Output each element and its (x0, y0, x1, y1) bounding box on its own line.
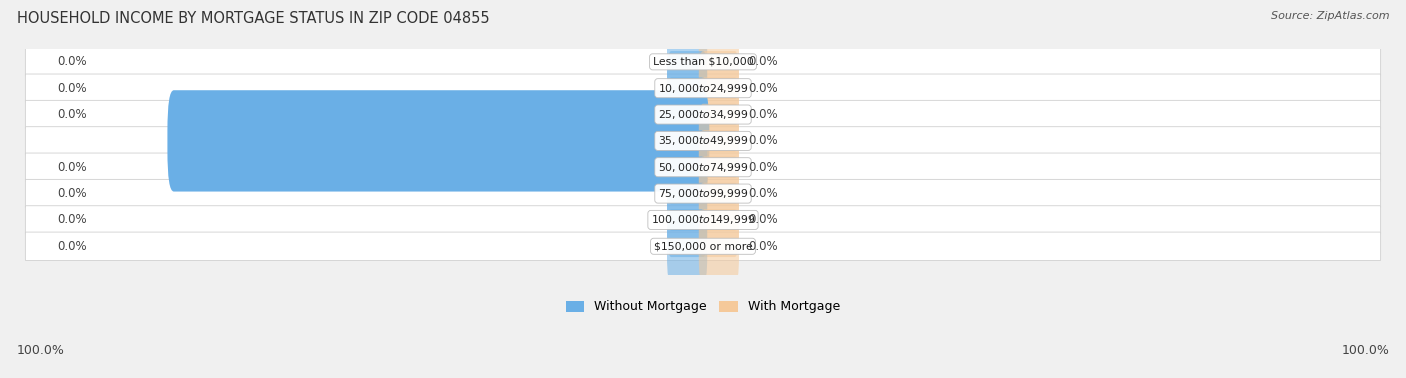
Text: $10,000 to $24,999: $10,000 to $24,999 (658, 82, 748, 95)
FancyBboxPatch shape (699, 104, 740, 178)
FancyBboxPatch shape (666, 51, 707, 125)
Text: 0.0%: 0.0% (58, 214, 87, 226)
FancyBboxPatch shape (699, 209, 740, 284)
Text: 100.0%: 100.0% (1341, 344, 1389, 357)
Text: Less than $10,000: Less than $10,000 (652, 57, 754, 67)
FancyBboxPatch shape (699, 25, 740, 99)
FancyBboxPatch shape (167, 90, 710, 192)
Text: $35,000 to $49,999: $35,000 to $49,999 (658, 135, 748, 147)
FancyBboxPatch shape (666, 25, 707, 99)
Text: 0.0%: 0.0% (748, 240, 778, 253)
FancyBboxPatch shape (666, 130, 707, 204)
FancyBboxPatch shape (25, 153, 1381, 181)
FancyBboxPatch shape (25, 180, 1381, 208)
FancyBboxPatch shape (666, 156, 707, 231)
Text: 0.0%: 0.0% (748, 214, 778, 226)
FancyBboxPatch shape (699, 51, 740, 125)
FancyBboxPatch shape (25, 206, 1381, 234)
FancyBboxPatch shape (699, 130, 740, 204)
Text: HOUSEHOLD INCOME BY MORTGAGE STATUS IN ZIP CODE 04855: HOUSEHOLD INCOME BY MORTGAGE STATUS IN Z… (17, 11, 489, 26)
Text: 0.0%: 0.0% (748, 187, 778, 200)
Text: $100,000 to $149,999: $100,000 to $149,999 (651, 214, 755, 226)
FancyBboxPatch shape (25, 100, 1381, 129)
Text: 0.0%: 0.0% (58, 55, 87, 68)
Text: 100.0%: 100.0% (58, 135, 101, 147)
Legend: Without Mortgage, With Mortgage: Without Mortgage, With Mortgage (561, 296, 845, 318)
Text: 0.0%: 0.0% (58, 82, 87, 95)
Text: Source: ZipAtlas.com: Source: ZipAtlas.com (1271, 11, 1389, 21)
Text: $75,000 to $99,999: $75,000 to $99,999 (658, 187, 748, 200)
Text: $50,000 to $74,999: $50,000 to $74,999 (658, 161, 748, 174)
FancyBboxPatch shape (699, 183, 740, 257)
FancyBboxPatch shape (25, 48, 1381, 76)
FancyBboxPatch shape (25, 232, 1381, 260)
FancyBboxPatch shape (699, 77, 740, 152)
Text: 0.0%: 0.0% (58, 187, 87, 200)
Text: 0.0%: 0.0% (748, 82, 778, 95)
FancyBboxPatch shape (666, 77, 707, 152)
Text: 0.0%: 0.0% (58, 240, 87, 253)
FancyBboxPatch shape (25, 74, 1381, 102)
FancyBboxPatch shape (666, 209, 707, 284)
FancyBboxPatch shape (25, 127, 1381, 155)
Text: 0.0%: 0.0% (748, 161, 778, 174)
FancyBboxPatch shape (666, 183, 707, 257)
Text: 0.0%: 0.0% (58, 108, 87, 121)
Text: $150,000 or more: $150,000 or more (654, 241, 752, 251)
Text: 0.0%: 0.0% (748, 135, 778, 147)
Text: $25,000 to $34,999: $25,000 to $34,999 (658, 108, 748, 121)
Text: 100.0%: 100.0% (17, 344, 65, 357)
Text: 0.0%: 0.0% (748, 55, 778, 68)
FancyBboxPatch shape (699, 156, 740, 231)
Text: 0.0%: 0.0% (748, 108, 778, 121)
Text: 0.0%: 0.0% (58, 161, 87, 174)
